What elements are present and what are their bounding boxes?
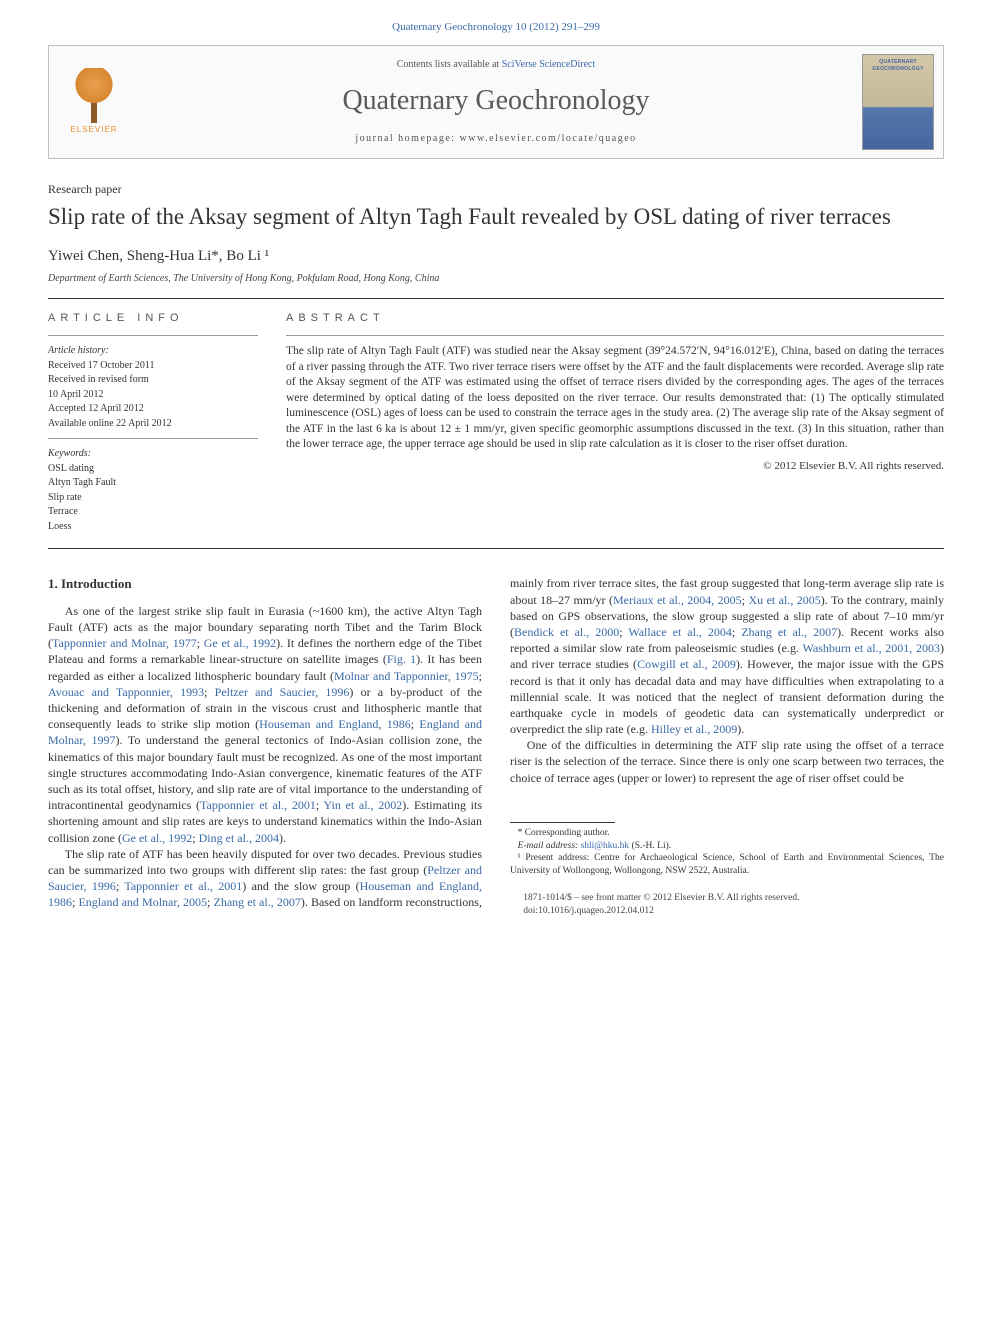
section-1-heading: 1. Introduction <box>48 575 482 593</box>
ref-houseman-1986[interactable]: Houseman and England, 1986 <box>259 717 411 731</box>
cover-box <box>853 46 943 158</box>
article-info-heading: ARTICLE INFO <box>48 311 258 326</box>
journal-cover-thumbnail[interactable] <box>862 54 934 150</box>
keywords-label: Keywords: <box>48 447 258 461</box>
ref-peltzer-1996[interactable]: Peltzer and Saucier, 1996 <box>215 685 350 699</box>
elsevier-tree-icon <box>69 68 119 123</box>
paragraph-1: As one of the largest strike slip fault … <box>48 603 482 846</box>
homepage-line: journal homepage: www.elsevier.com/locat… <box>149 132 843 146</box>
issn-line: 1871-1014/$ – see front matter © 2012 El… <box>510 892 944 905</box>
ref-zhang-2007[interactable]: Zhang et al., 2007 <box>213 895 300 909</box>
paragraph-3: One of the difficulties in determining t… <box>510 737 944 786</box>
ref-tapponnier-1977[interactable]: Tapponnier and Molnar, 1977 <box>52 636 197 650</box>
ref-meriaux-2004[interactable]: Meriaux et al., 2004, 2005 <box>613 593 742 607</box>
abstract-text: The slip rate of Altyn Tagh Fault (ATF) … <box>286 344 944 453</box>
footer: 1871-1014/$ – see front matter © 2012 El… <box>510 892 944 918</box>
keyword-2: Altyn Tagh Fault <box>48 476 258 490</box>
homepage-prefix: journal homepage: <box>355 133 459 144</box>
sciencedirect-link[interactable]: SciVerse ScienceDirect <box>502 59 596 70</box>
ref-ge-1992b[interactable]: Ge et al., 1992 <box>122 831 192 845</box>
ref-washburn-2001[interactable]: Washburn et al., 2001, 2003 <box>802 641 940 655</box>
ref-wallace-2004[interactable]: Wallace et al., 2004 <box>628 625 732 639</box>
paper-type: Research paper <box>48 181 944 197</box>
revised-line-2: 10 April 2012 <box>48 388 258 402</box>
info-divider-1 <box>48 335 258 336</box>
ref-avouac-1993[interactable]: Avouac and Tapponnier, 1993 <box>48 685 204 699</box>
body-columns: 1. Introduction As one of the largest st… <box>48 575 944 917</box>
article-info-column: ARTICLE INFO Article history: Received 1… <box>48 311 258 535</box>
journal-header: ELSEVIER Contents lists available at Sci… <box>48 45 944 159</box>
footnote-1: ¹ Present address: Centre for Archaeolog… <box>510 852 944 878</box>
affiliation: Department of Earth Sciences, The Univer… <box>48 272 944 286</box>
homepage-url[interactable]: www.elsevier.com/locate/quageo <box>460 133 637 144</box>
header-center: Contents lists available at SciVerse Sci… <box>139 46 853 158</box>
abstract-column: ABSTRACT The slip rate of Altyn Tagh Fau… <box>286 311 944 535</box>
ref-hilley-2009[interactable]: Hilley et al., 2009 <box>651 722 737 736</box>
ref-xu-2005[interactable]: Xu et al., 2005 <box>748 593 820 607</box>
contents-line: Contents lists available at SciVerse Sci… <box>149 58 843 72</box>
info-divider-2 <box>48 438 258 439</box>
accepted-date: Accepted 12 April 2012 <box>48 402 258 416</box>
history-label: Article history: <box>48 344 258 358</box>
online-date: Available online 22 April 2012 <box>48 417 258 431</box>
ref-tapponnier-2001b[interactable]: Tapponnier et al., 2001 <box>124 879 242 893</box>
abstract-divider <box>286 335 944 336</box>
email-line: E-mail address: shli@hku.hk (S.-H. Li). <box>510 840 944 853</box>
revised-line-1: Received in revised form <box>48 373 258 387</box>
ref-cowgill-2009[interactable]: Cowgill et al., 2009 <box>637 657 736 671</box>
abstract-copyright: © 2012 Elsevier B.V. All rights reserved… <box>286 459 944 474</box>
ref-molnar-1975[interactable]: Molnar and Tapponnier, 1975 <box>334 669 479 683</box>
keyword-3: Slip rate <box>48 491 258 505</box>
ref-england-2005[interactable]: England and Molnar, 2005 <box>78 895 207 909</box>
article-title: Slip rate of the Aksay segment of Altyn … <box>48 203 944 232</box>
ref-yin-2002[interactable]: Yin et al., 2002 <box>324 798 403 812</box>
ref-zhang-2007b[interactable]: Zhang et al., 2007 <box>741 625 837 639</box>
keyword-4: Terrace <box>48 505 258 519</box>
rule-top <box>48 298 944 299</box>
publisher-logo-box: ELSEVIER <box>49 46 139 158</box>
ref-tapponnier-2001[interactable]: Tapponnier et al., 2001 <box>200 798 316 812</box>
keyword-1: OSL dating <box>48 462 258 476</box>
footnote-rule <box>510 822 615 823</box>
publisher-name: ELSEVIER <box>70 125 117 136</box>
keyword-5: Loess <box>48 520 258 534</box>
journal-name: Quaternary Geochronology <box>149 82 843 120</box>
corresponding-author: * Corresponding author. <box>510 827 944 840</box>
authors: Yiwei Chen, Sheng-Hua Li*, Bo Li ¹ <box>48 246 944 266</box>
elsevier-logo[interactable]: ELSEVIER <box>59 62 129 142</box>
footnotes: * Corresponding author. E-mail address: … <box>510 822 944 878</box>
info-abstract-row: ARTICLE INFO Article history: Received 1… <box>48 311 944 535</box>
ref-bendick-2000[interactable]: Bendick et al., 2000 <box>514 625 619 639</box>
email-link[interactable]: shli@hku.hk <box>581 841 630 851</box>
received-date: Received 17 October 2011 <box>48 359 258 373</box>
ref-ding-2004[interactable]: Ding et al., 2004 <box>199 831 279 845</box>
contents-prefix: Contents lists available at <box>397 59 502 70</box>
ref-fig-1[interactable]: Fig. 1 <box>387 652 416 666</box>
ref-ge-1992[interactable]: Ge et al., 1992 <box>204 636 276 650</box>
rule-body <box>48 548 944 549</box>
doi-line: doi:10.1016/j.quageo.2012.04.012 <box>510 905 944 918</box>
abstract-heading: ABSTRACT <box>286 311 944 326</box>
journal-reference: Quaternary Geochronology 10 (2012) 291–2… <box>48 20 944 35</box>
